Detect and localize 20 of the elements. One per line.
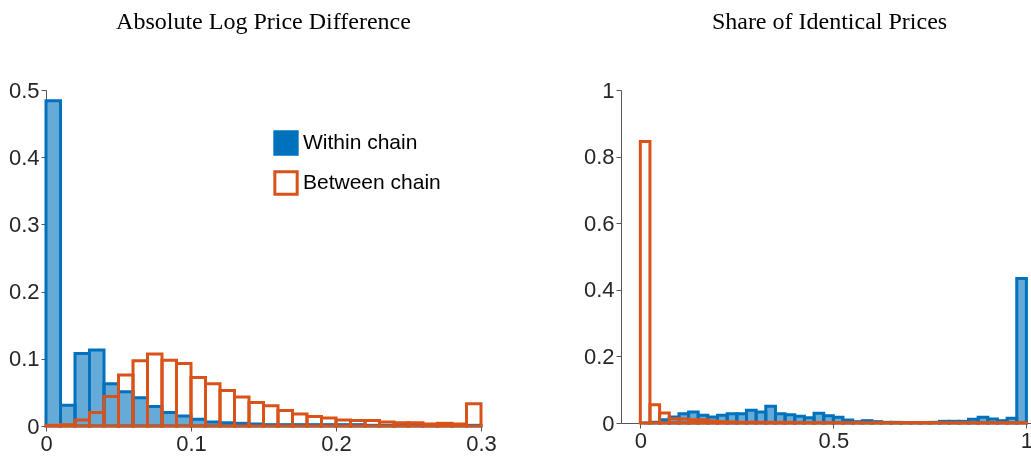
y-tick-label: 0.6 bbox=[583, 210, 615, 236]
x-tick-label: 0.5 bbox=[818, 427, 850, 453]
x-tick-label: 0.3 bbox=[466, 430, 497, 456]
x-tick-label: 0 bbox=[634, 427, 647, 453]
x-tick-label: 0.2 bbox=[321, 430, 352, 456]
chart-title: Share of Identical Prices bbox=[711, 8, 948, 34]
y-tick-label: 0.2 bbox=[583, 343, 615, 369]
y-tick-label: 0.5 bbox=[8, 77, 40, 103]
legend-label: Between chain bbox=[303, 170, 441, 193]
y-tick-label: 0.3 bbox=[8, 211, 40, 237]
y-tick-label: 0.2 bbox=[8, 279, 40, 305]
y-tick-label: 0.1 bbox=[8, 346, 40, 372]
y-tick-label: 0.8 bbox=[583, 144, 615, 170]
y-tick-label: 0.4 bbox=[8, 144, 40, 170]
y-tick-label: 1 bbox=[602, 77, 615, 103]
legend-label: Within chain bbox=[303, 130, 418, 153]
x-tick-label: 0.1 bbox=[176, 430, 207, 456]
y-tick-label: 0 bbox=[602, 410, 615, 436]
chart-title: Absolute Log Price Difference bbox=[116, 8, 411, 34]
y-tick-label: 0.4 bbox=[583, 277, 615, 303]
